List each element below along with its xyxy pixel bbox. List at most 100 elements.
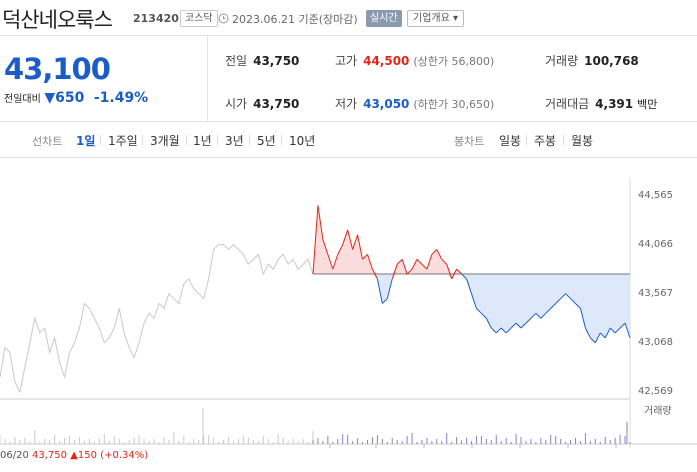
tab-1w[interactable]: 1주일 <box>108 134 138 148</box>
today-down-fill <box>313 274 630 343</box>
tab-separator <box>186 135 187 145</box>
change-percent: -1.49% <box>93 90 149 106</box>
tab-3y[interactable]: 3년 <box>225 134 244 148</box>
today-series-segment <box>565 293 571 299</box>
tab-5y[interactable]: 5년 <box>257 134 276 148</box>
tab-daily-candle[interactable]: 일봉 <box>499 134 522 148</box>
today-series-segment <box>362 254 368 260</box>
tab-separator <box>249 135 250 145</box>
stat-low: 저가 43,050 (하한가 30,650) <box>335 95 494 112</box>
price-chart-svg: 44,56544,06643,56743,06842,569거래량06/2110… <box>0 178 697 448</box>
stats-grid: 전일 43,750 시가 43,750 고가 44,500 (상한가 56,800) 저… <box>225 36 695 122</box>
stock-code: 213420 <box>133 12 179 25</box>
today-series-segment <box>391 264 398 280</box>
tab-separator <box>142 135 143 145</box>
today-series-segment <box>485 317 492 329</box>
today-series-segment <box>624 322 631 339</box>
today-series-segment <box>579 308 586 329</box>
today-series-segment <box>466 278 472 294</box>
upper-limit: (상한가 56,800) <box>413 55 495 68</box>
today-series-segment <box>436 249 443 260</box>
line-chart-label: 선차트 <box>32 135 63 148</box>
tab-separator <box>526 135 527 145</box>
today-series-segment <box>614 327 621 334</box>
today-series-segment <box>386 278 393 299</box>
tab-1d[interactable]: 1일 <box>76 134 96 148</box>
today-series-segment <box>510 322 517 329</box>
today-series-segment <box>476 308 482 314</box>
stat-value: 43,750 <box>253 97 300 111</box>
tab-separator <box>100 135 101 145</box>
today-series-segment <box>619 322 626 329</box>
today-series-segment <box>371 268 378 280</box>
today-series-segment <box>367 254 373 270</box>
stat-high: 고가 44,500 (상한가 56,800) <box>335 52 494 69</box>
stat-label: 저가 <box>335 97 358 111</box>
change-label: 전일대비 <box>4 94 41 105</box>
today-series-segment <box>441 258 448 265</box>
tab-3m[interactable]: 3개월 <box>150 134 180 148</box>
stat-value: 4,391 <box>595 97 634 111</box>
today-series-segment <box>337 244 344 255</box>
candle-chart-label: 봉차트 <box>454 135 485 148</box>
stat-value: 43,050 <box>363 97 410 111</box>
today-series-segment <box>505 327 512 334</box>
realtime-button[interactable]: 실시간 <box>366 10 402 27</box>
today-series-segment <box>530 312 537 319</box>
tab-1y[interactable]: 1년 <box>193 134 212 148</box>
tab-10y[interactable]: 10년 <box>289 134 316 148</box>
tab-separator <box>217 135 218 145</box>
y-tick-label: 43,567 <box>638 288 673 299</box>
y-tick-label: 43,068 <box>638 337 673 348</box>
today-series-segment <box>550 303 557 309</box>
today-series-segment <box>401 259 408 275</box>
today-series-segment <box>560 293 566 299</box>
divider <box>207 36 208 122</box>
clock-icon <box>218 13 229 24</box>
stat-value: 100,768 <box>584 54 639 68</box>
today-series-segment <box>481 312 487 319</box>
today-series-segment <box>322 239 329 255</box>
volume-label: 거래량 <box>644 405 672 417</box>
today-series-segment <box>604 327 611 339</box>
today-series-segment <box>456 268 462 275</box>
stat-prev-close: 전일 43,750 <box>225 52 299 69</box>
market-badge: 코스닥 <box>180 10 218 27</box>
chart-period-tabs: 선차트 1일 1주일 3개월 1년 3년 5년 10년 봉차트 일봉 주봉 월봉 <box>0 122 697 158</box>
today-series-segment <box>495 327 502 334</box>
y-tick-label: 42,569 <box>638 386 673 397</box>
today-series-segment <box>426 254 433 270</box>
today-series-segment <box>352 234 359 250</box>
prev-day-close: 43,750 <box>32 450 68 461</box>
today-series-segment <box>584 327 591 339</box>
today-series-segment <box>396 258 403 265</box>
today-series-segment <box>312 205 319 275</box>
today-series-segment <box>406 268 413 275</box>
lower-limit: (하한가 30,650) <box>413 98 495 111</box>
stock-name: 덕산네오룩스 <box>2 8 113 32</box>
price-panel: 43,100 전일대비 ▼650 -1.49% 전일 43,750 시가 43,75… <box>0 36 697 122</box>
stat-turnover: 거래대금 4,391 백만 <box>545 95 657 112</box>
today-series-segment <box>570 298 576 304</box>
price-chart[interactable]: 44,56544,06643,56743,06842,569거래량06/2110… <box>0 158 697 472</box>
down-arrow-icon: ▼ <box>44 90 56 106</box>
today-series-segment <box>540 312 547 319</box>
today-series-segment <box>446 264 453 280</box>
current-price: 43,100 <box>4 52 111 86</box>
today-series-segment <box>471 293 477 309</box>
today-series-segment <box>357 234 364 260</box>
company-overview-button[interactable]: 기업개요 ▾ <box>407 10 464 27</box>
date-text: 2023.06.21 기준(장마감) <box>232 13 358 26</box>
today-series-segment <box>327 254 334 270</box>
today-series-segment <box>545 308 552 314</box>
today-series-segment <box>342 229 349 245</box>
tab-monthly-candle[interactable]: 월봉 <box>571 134 594 148</box>
today-series-segment <box>431 249 438 255</box>
today-series-segment <box>461 273 467 280</box>
tab-weekly-candle[interactable]: 주봉 <box>534 134 557 148</box>
tab-separator <box>281 135 282 145</box>
stat-open: 시가 43,750 <box>225 95 299 112</box>
today-series-segment <box>332 254 339 270</box>
today-series-segment <box>381 298 388 304</box>
stat-label: 거래량 <box>545 54 579 68</box>
